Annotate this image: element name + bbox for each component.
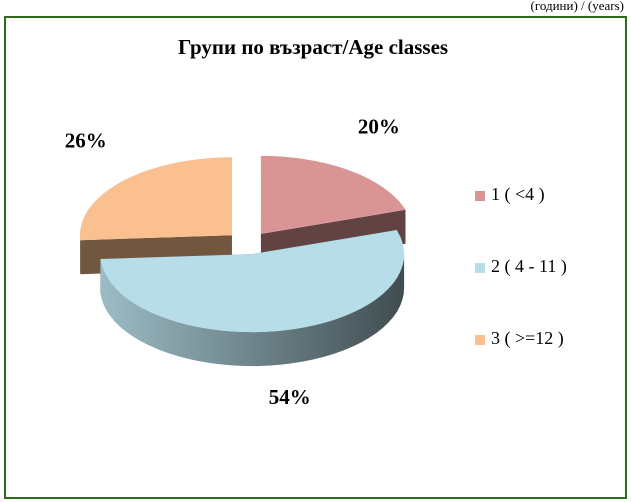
legend-swatch xyxy=(475,335,485,345)
annotation: (години) / (years) xyxy=(531,0,624,13)
data-label: 20% xyxy=(358,114,400,138)
legend-label: 3 ( >=12 ) xyxy=(491,328,564,349)
slice-side xyxy=(100,254,405,367)
legend-swatch xyxy=(475,263,485,273)
legend-label: 2 ( 4 - 11 ) xyxy=(491,256,567,277)
legend-swatch xyxy=(475,191,485,201)
slice xyxy=(80,157,232,241)
data-label: 54% xyxy=(269,385,311,409)
legend-label: 1 ( <4 ) xyxy=(491,184,545,205)
slice xyxy=(100,230,405,333)
chart-title: Групи по възраст/Age classes xyxy=(178,35,448,59)
slice xyxy=(260,155,406,234)
data-label: 26% xyxy=(65,129,107,153)
